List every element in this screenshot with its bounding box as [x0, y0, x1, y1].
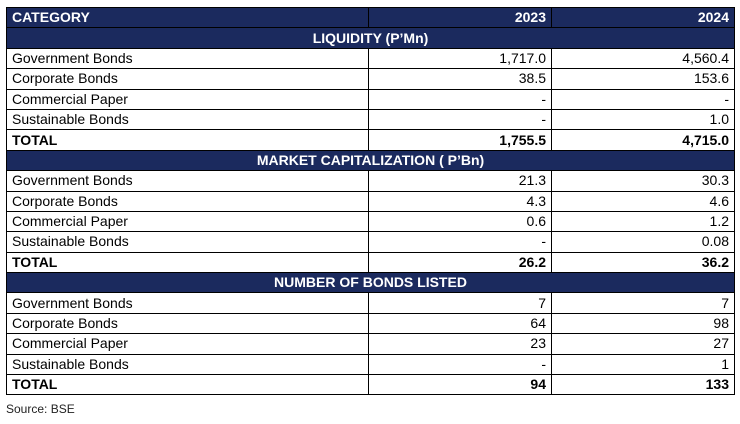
value-2023: 1,755.5	[368, 129, 552, 151]
value-2024: -	[551, 88, 735, 110]
value-2024: 4,560.4	[551, 47, 735, 70]
source-note: Source: BSE	[6, 402, 75, 416]
row-label: TOTAL	[6, 129, 369, 151]
value-2024: 36.2	[551, 251, 735, 274]
section-title: LIQUIDITY (P’Mn)	[6, 27, 735, 49]
value-2024: 7	[551, 292, 735, 314]
row-label: Sustainable Bonds	[6, 353, 369, 376]
value-2023: 38.5	[368, 68, 552, 90]
value-2023: 0.6	[368, 210, 552, 233]
table-row: Commercial Paper - -	[6, 88, 735, 110]
table-header-row: CATEGORY 2023 2024	[6, 6, 735, 29]
section-header-row: NUMBER OF BONDS LISTED	[6, 272, 735, 294]
value-2023: 21.3	[368, 170, 552, 192]
section-header-row: MARKET CAPITALIZATION ( P’Bn)	[6, 149, 735, 172]
value-2023: 1,717.0	[368, 47, 552, 70]
table-row: Sustainable Bonds -1	[6, 353, 735, 376]
value-2023: -	[368, 108, 552, 131]
value-2024: 1.2	[551, 210, 735, 233]
value-2023: 64	[368, 312, 552, 335]
table-body: LIQUIDITY (P’Mn) Government Bonds 1,717.0 4…	[6, 27, 735, 396]
row-label: Government Bonds	[6, 47, 369, 70]
header-category: CATEGORY	[6, 6, 369, 29]
table-row: Commercial Paper 0.6 1.2	[6, 210, 735, 233]
row-label: Corporate Bonds	[6, 68, 369, 90]
header-year-2023: 2023	[368, 6, 552, 29]
value-2023: 7	[368, 292, 552, 314]
value-2023: -	[368, 88, 552, 110]
value-2023: 26.2	[368, 251, 552, 274]
total-row: TOTAL 26.2 36.2	[6, 251, 735, 274]
total-row: TOTAL 1,755.5 4,715.0	[6, 129, 735, 151]
table-row: Corporate Bonds 38.5 153.6	[6, 68, 735, 90]
value-2023: -	[368, 353, 552, 376]
row-label: Government Bonds	[6, 292, 369, 314]
value-2023: 4.3	[368, 190, 552, 212]
row-label: TOTAL	[6, 374, 369, 396]
table-row: Corporate Bonds 64 98	[6, 312, 735, 335]
row-label: Commercial Paper	[6, 210, 369, 233]
value-2024: 98	[551, 312, 735, 335]
table-row: Sustainable Bonds -1.0	[6, 108, 735, 131]
row-label: Commercial Paper	[6, 88, 369, 110]
section-title: NUMBER OF BONDS LISTED	[6, 272, 735, 294]
value-2024: 1	[551, 353, 735, 376]
value-2023: 23	[368, 333, 552, 355]
table-row: Government Bonds 21.3 30.3	[6, 170, 735, 192]
value-2024: 153.6	[551, 68, 735, 90]
bond-market-table-container: CATEGORY 2023 2024 LIQUIDITY (P’Mn) Gover…	[6, 6, 735, 396]
row-label: TOTAL	[6, 251, 369, 274]
table-row: Corporate Bonds 4.3 4.6	[6, 190, 735, 212]
value-2024: 0.08	[551, 231, 735, 253]
value-2024: 133	[551, 374, 735, 396]
table-row: Sustainable Bonds -0.08	[6, 231, 735, 253]
bond-market-table: CATEGORY 2023 2024 LIQUIDITY (P’Mn) Gover…	[6, 6, 735, 396]
table-row: Government Bonds 7 7	[6, 292, 735, 314]
row-label: Sustainable Bonds	[6, 108, 369, 131]
value-2023: 94	[368, 374, 552, 396]
row-label: Corporate Bonds	[6, 190, 369, 212]
row-label: Corporate Bonds	[6, 312, 369, 335]
value-2024: 1.0	[551, 108, 735, 131]
section-title: MARKET CAPITALIZATION ( P’Bn)	[6, 149, 735, 172]
table-row: Commercial Paper 23 27	[6, 333, 735, 355]
total-row: TOTAL 94 133	[6, 374, 735, 396]
value-2024: 30.3	[551, 170, 735, 192]
table-row: Government Bonds 1,717.0 4,560.4	[6, 47, 735, 70]
row-label: Commercial Paper	[6, 333, 369, 355]
header-year-2024: 2024	[551, 6, 735, 29]
value-2024: 27	[551, 333, 735, 355]
value-2024: 4,715.0	[551, 129, 735, 151]
value-2023: -	[368, 231, 552, 253]
row-label: Government Bonds	[6, 170, 369, 192]
row-label: Sustainable Bonds	[6, 231, 369, 253]
value-2024: 4.6	[551, 190, 735, 212]
section-header-row: LIQUIDITY (P’Mn)	[6, 27, 735, 49]
